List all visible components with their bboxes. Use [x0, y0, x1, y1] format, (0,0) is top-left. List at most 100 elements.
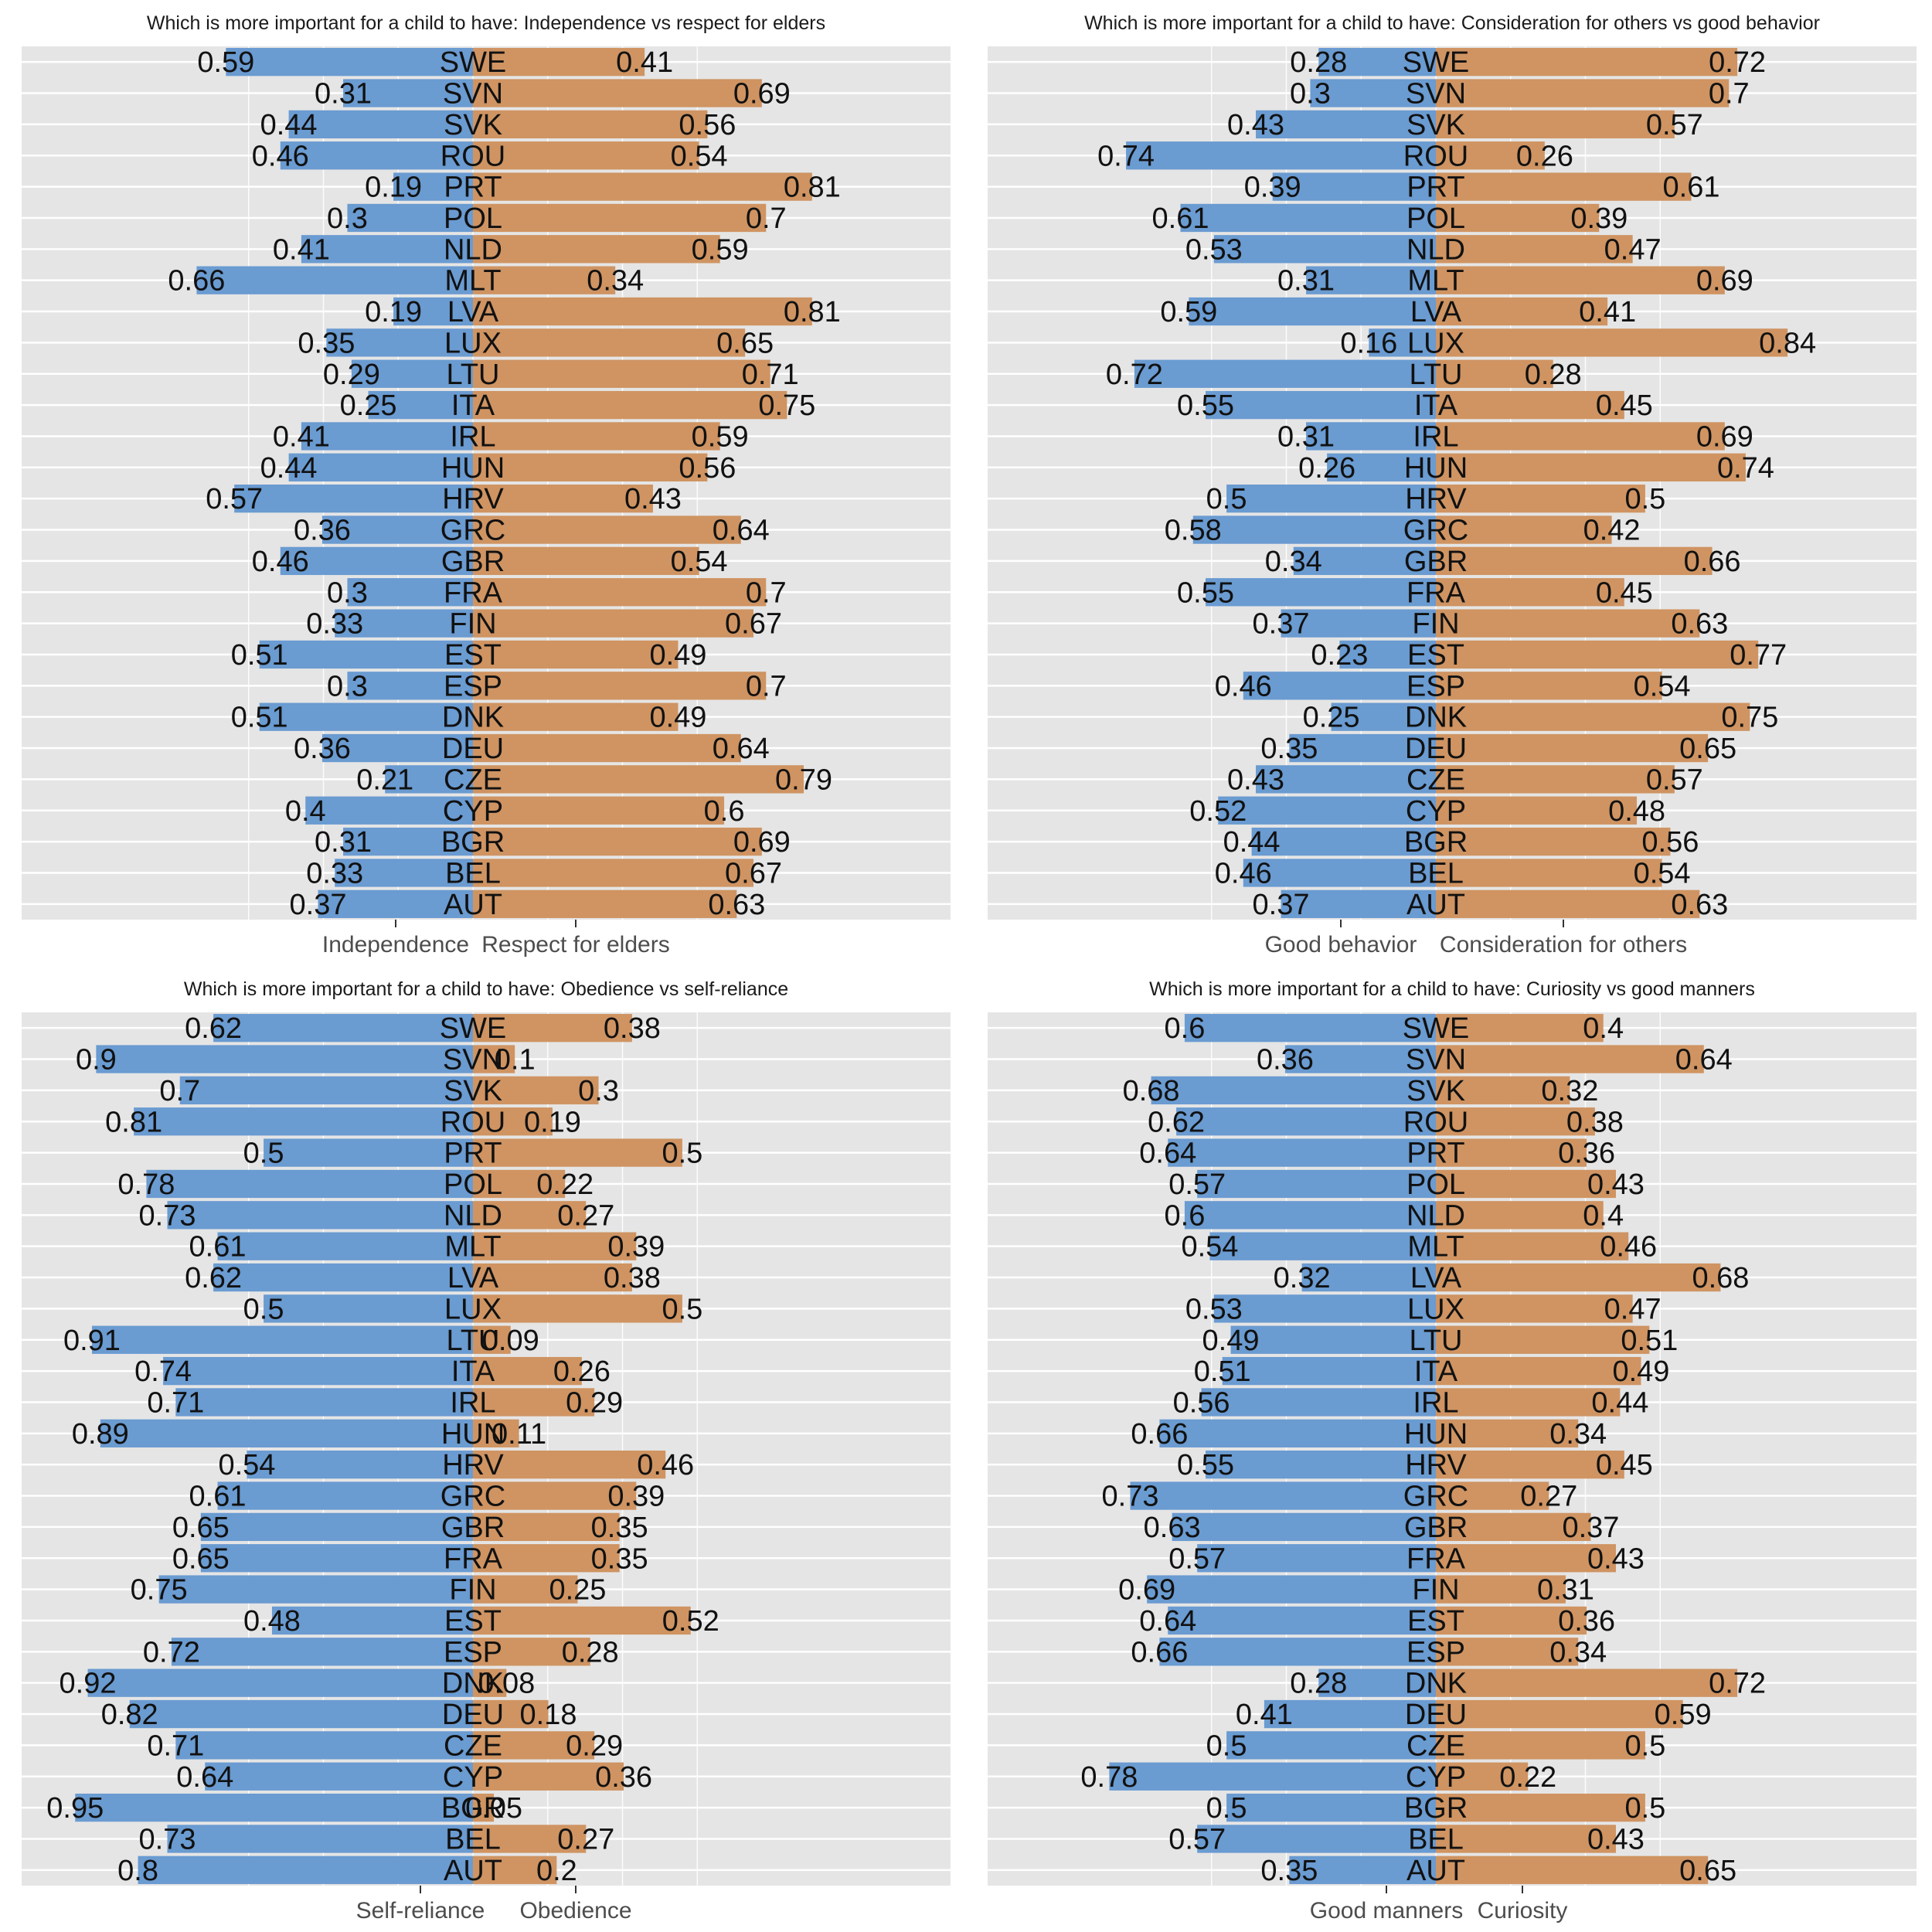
data-label-right: 0.39	[1570, 202, 1628, 235]
bar-left-FIN	[1147, 1575, 1436, 1604]
data-label-left: 0.36	[294, 515, 351, 547]
bar-left-ITA	[368, 390, 473, 420]
data-label-right: 0.35	[591, 1543, 648, 1575]
bar-left-PRT	[1272, 172, 1436, 201]
category-label: DNK	[1405, 702, 1467, 734]
bar-left-EST	[259, 640, 473, 669]
data-label-right: 0.56	[679, 452, 736, 485]
bar-left-CZE	[385, 765, 473, 794]
bar-right-GBR	[473, 1512, 620, 1542]
category-label: BEL	[445, 1823, 501, 1855]
chart-panel-2: Which is more important for a child to h…	[988, 12, 1917, 957]
data-label-right: 0.49	[1612, 1355, 1669, 1388]
data-label-left: 0.5	[1206, 483, 1247, 515]
category-label: LTU	[447, 359, 500, 391]
data-label-left: 0.61	[1152, 202, 1209, 235]
bar-left-ITA	[163, 1356, 473, 1386]
bar-right-HUN	[473, 453, 708, 481]
data-label-left: 0.19	[365, 296, 422, 328]
data-label-right: 0.36	[1558, 1138, 1615, 1170]
data-label-left: 0.32	[1274, 1262, 1331, 1294]
category-label: HRV	[1405, 483, 1467, 515]
axis-label-left: Self-reliance	[356, 1898, 485, 1923]
category-label: AUT	[1406, 889, 1465, 921]
category-label: DEU	[1405, 1699, 1467, 1731]
data-label-left: 0.62	[1148, 1106, 1205, 1138]
bar-left-HRV	[234, 485, 473, 513]
data-label-left: 0.33	[306, 857, 363, 889]
data-label-left: 0.57	[1168, 1168, 1226, 1201]
bar-left-LVA	[1301, 1263, 1436, 1292]
bar-right-FRA	[473, 1544, 620, 1573]
data-label-left: 0.66	[1131, 1636, 1188, 1668]
bar-right-LTU	[1436, 1325, 1650, 1354]
bar-left-SVN	[1284, 1045, 1436, 1073]
category-label: ITA	[451, 389, 495, 422]
axis-label-left: Good behavior	[1265, 932, 1417, 957]
data-label-right: 0.69	[733, 78, 791, 111]
bar-left-POL	[347, 203, 473, 233]
bar-right-AUT	[473, 889, 737, 918]
data-label-right: 0.34	[1549, 1418, 1607, 1451]
bar-left-FRA	[1206, 578, 1436, 607]
data-label-left: 0.31	[315, 826, 372, 859]
bar-right-LVA	[1436, 1263, 1721, 1292]
data-label-left: 0.75	[131, 1574, 188, 1607]
bar-right-AUT	[1436, 1855, 1709, 1884]
data-label-right: 0.29	[566, 1730, 623, 1762]
data-label-left: 0.51	[1194, 1355, 1251, 1388]
data-label-right: 0.43	[624, 483, 682, 515]
bar-right-BGR	[473, 1793, 495, 1822]
bar-right-LUX	[473, 1294, 682, 1323]
category-label: NLD	[1406, 1199, 1465, 1232]
data-label-left: 0.46	[1215, 857, 1272, 889]
category-label: GRC	[1403, 1481, 1468, 1513]
bar-left-SVK	[288, 110, 473, 139]
bar-left-NLD	[1213, 235, 1436, 264]
data-label-left: 0.64	[1139, 1138, 1196, 1170]
bar-left-GBR	[200, 1512, 473, 1542]
data-label-right: 0.38	[1566, 1106, 1624, 1138]
bar-right-CZE	[473, 1731, 595, 1760]
data-label-right: 0.39	[607, 1481, 665, 1513]
data-label-right: 0.5	[1624, 483, 1665, 515]
category-label: ROU	[440, 140, 505, 172]
data-label-left: 0.57	[206, 483, 263, 515]
bar-left-SWE	[226, 48, 473, 77]
data-label-right: 0.5	[662, 1293, 702, 1325]
data-label-right: 0.54	[671, 546, 728, 578]
data-label-left: 0.66	[168, 265, 225, 298]
bar-right-DEU	[1436, 733, 1709, 763]
data-label-left: 0.63	[1144, 1512, 1201, 1544]
data-label-right: 0.31	[1537, 1574, 1594, 1607]
bar-right-ITA	[1436, 1356, 1641, 1386]
data-label-right: 0.69	[1696, 420, 1753, 453]
category-label: ITA	[451, 1355, 495, 1388]
bar-right-FRA	[473, 578, 767, 607]
bar-left-NLD	[167, 1201, 473, 1230]
category-label: LTU	[1410, 359, 1463, 391]
data-label-left: 0.73	[139, 1823, 196, 1855]
data-label-right: 0.64	[1675, 1044, 1733, 1077]
data-label-right: 0.36	[595, 1761, 652, 1794]
bar-right-HUN	[1436, 453, 1746, 481]
category-label: ESP	[444, 670, 502, 702]
data-label-left: 0.82	[101, 1699, 158, 1731]
data-label-right: 0.56	[679, 109, 736, 141]
bar-left-LTU	[351, 359, 473, 388]
bar-right-LUX	[473, 328, 746, 357]
data-label-left: 0.71	[147, 1730, 204, 1762]
category-label: GRC	[440, 515, 505, 547]
bar-left-HUN	[288, 453, 473, 481]
data-label-left: 0.56	[1173, 1386, 1230, 1419]
bar-left-FRA	[1197, 1544, 1436, 1573]
bar-left-LVA	[213, 1263, 473, 1292]
category-label: FIN	[449, 1574, 496, 1607]
category-label: SVN	[443, 78, 503, 111]
category-label: BGR	[441, 826, 505, 859]
category-label: CZE	[1406, 764, 1465, 796]
bar-right-LTU	[473, 359, 770, 388]
bar-right-MLT	[473, 1232, 637, 1260]
bar-right-CZE	[1436, 1731, 1645, 1760]
bar-left-POL	[1197, 1169, 1436, 1199]
